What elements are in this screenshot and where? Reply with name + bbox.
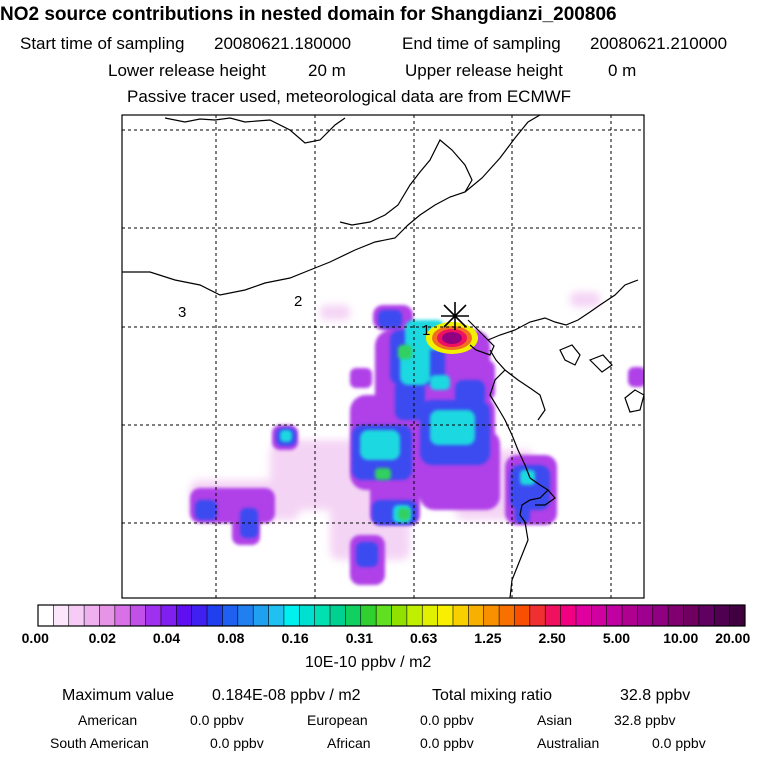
colorbar-swatch (84, 605, 100, 626)
chart-title: NO2 source contributions in nested domai… (0, 4, 617, 25)
colorbar-swatch (345, 605, 362, 626)
colorbar-swatch (668, 605, 685, 626)
american-label: American (78, 712, 138, 728)
meteo-note: Passive tracer used, meteorological data… (127, 87, 572, 106)
colorbar-swatch (606, 605, 623, 626)
end-time-label: End time of sampling (402, 34, 561, 53)
colorbar-swatch (145, 605, 162, 626)
region-label-2: 2 (294, 293, 302, 310)
colorbar-swatch (299, 605, 316, 626)
asian-label: Asian (537, 712, 573, 728)
lower-height-value: 20 m (308, 61, 346, 80)
region-label-1: 1 (422, 322, 430, 339)
colorbar-swatch (114, 605, 131, 626)
colorbar-tick-label: 10.00 (663, 630, 699, 646)
colorbar-swatch (376, 605, 392, 626)
colorbar-swatch (160, 605, 177, 626)
colorbar-tick-label: 0.08 (217, 630, 245, 646)
american-value: 0.0 ppbv (190, 712, 244, 728)
colorbar-units: 10E-10 ppbv / m2 (305, 654, 432, 671)
colorbar-swatch (591, 605, 608, 626)
region-label-3: 3 (178, 304, 186, 321)
south-american-label: South American (50, 735, 149, 751)
african-value: 0.0 ppbv (420, 735, 474, 751)
colorbar-tick-label: 0.02 (88, 630, 116, 646)
colorbar-tick-label: 0.00 (21, 630, 49, 646)
european-label: European (307, 712, 368, 728)
colorbar-swatch (637, 605, 654, 626)
coastlines (122, 115, 644, 598)
plume-hotspot (426, 322, 478, 354)
colorbar-swatch (698, 605, 715, 626)
european-value: 0.0 ppbv (420, 712, 474, 728)
start-time-value: 20080621.180000 (214, 34, 352, 53)
colorbar-swatch (575, 605, 592, 626)
colorbar-tick-label: 1.25 (474, 630, 502, 646)
colorbar-swatch (545, 605, 562, 626)
colorbar-swatch (729, 605, 746, 626)
colorbar-swatch (422, 605, 439, 626)
south-american-value: 0.0 ppbv (210, 735, 264, 751)
colorbar-swatch (652, 605, 669, 626)
australian-value: 0.0 ppbv (652, 735, 706, 751)
colorbar-swatch (253, 605, 270, 626)
station-star-icon (441, 302, 469, 330)
colorbar-swatch (99, 605, 116, 626)
colorbar-swatch (222, 605, 239, 626)
colorbar-tick-label: 0.04 (152, 630, 181, 646)
colorbar-swatch (207, 605, 223, 626)
colorbar-swatch (38, 605, 54, 626)
colorbar-swatch (314, 605, 331, 626)
australian-label: Australian (537, 735, 600, 751)
end-time-value: 20080621.210000 (590, 34, 728, 53)
colorbar-swatch (268, 605, 285, 626)
lower-height-label: Lower release height (108, 61, 266, 80)
plume-green (375, 345, 412, 520)
colorbar-swatch (483, 605, 500, 626)
colorbar-swatch (683, 605, 700, 626)
colorbar-swatch (452, 605, 469, 626)
colorbar-tick-label: 0.16 (281, 630, 309, 646)
colorbar-swatch (406, 605, 423, 626)
colorbar-tick-label: 2.50 (538, 630, 566, 646)
colorbar-swatch (191, 605, 208, 626)
lat-lon-grid (122, 115, 644, 598)
colorbar-swatch (499, 605, 515, 626)
upper-height-label: Upper release height (405, 61, 563, 80)
colorbar-swatch (622, 605, 638, 626)
colorbar-swatch (514, 605, 531, 626)
colorbar-tick-label: 5.00 (602, 630, 631, 646)
african-label: African (327, 735, 371, 751)
colorbar-swatch (53, 605, 70, 626)
colorbar-swatch (529, 605, 546, 626)
colorbar-swatch (237, 605, 254, 626)
colorbar-swatch (437, 605, 454, 626)
colorbar-tick-label: 0.63 (410, 630, 438, 646)
max-value: 0.184E-08 ppbv / m2 (212, 687, 361, 704)
colorbar-swatch (176, 605, 193, 626)
max-value-label: Maximum value (62, 687, 175, 704)
colorbar-tick-label: 20.00 (715, 630, 751, 646)
total-mixing-label: Total mixing ratio (432, 687, 553, 704)
colorbar-swatch (560, 605, 577, 626)
colorbar-swatch (391, 605, 408, 626)
colorbar-swatch (330, 605, 346, 626)
colorbar-swatch (360, 605, 377, 626)
map-frame (121, 114, 645, 599)
colorbar-swatch (714, 605, 731, 626)
colorbar-tick-label: 0.31 (345, 630, 373, 646)
colorbar-ticks (37, 605, 730, 626)
colorbar-swatch (468, 605, 485, 626)
colorbar-swatch (68, 605, 85, 626)
colorbar-swatch (283, 605, 300, 626)
start-time-label: Start time of sampling (20, 34, 185, 53)
total-mixing-value: 32.8 ppbv (620, 687, 691, 704)
colorbar-swatch (130, 605, 147, 626)
upper-height-value: 0 m (608, 61, 637, 80)
asian-value: 32.8 ppbv (614, 712, 676, 728)
colorbar (38, 605, 746, 626)
